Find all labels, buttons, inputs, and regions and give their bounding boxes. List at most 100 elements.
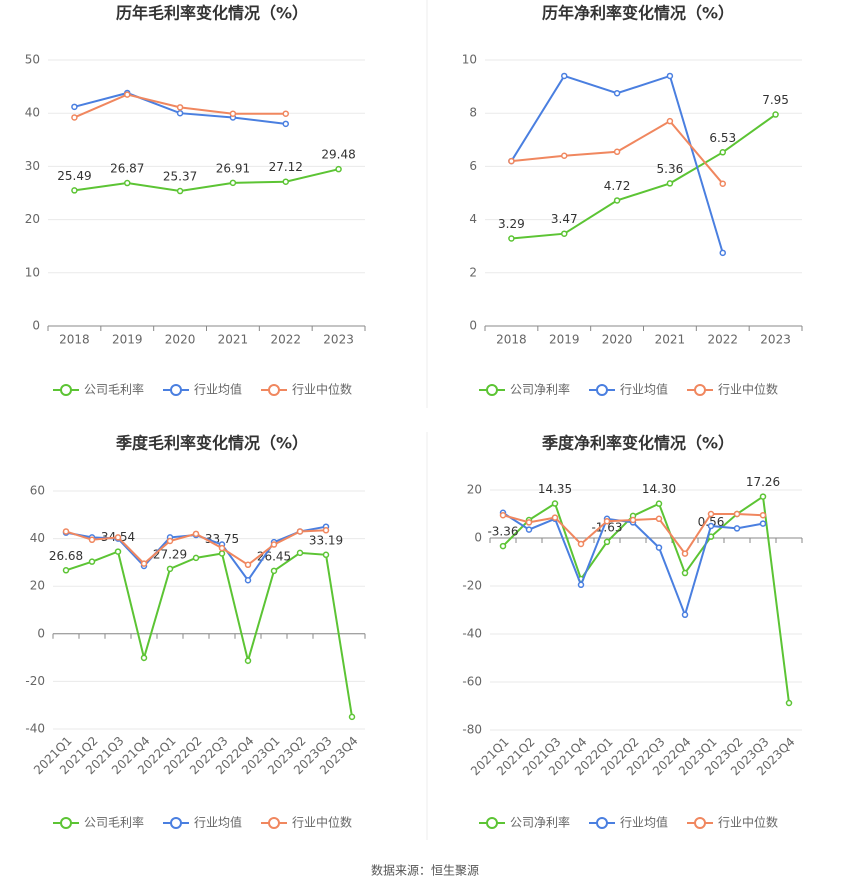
legend-label: 行业中位数 xyxy=(292,815,352,830)
data-label: 26.91 xyxy=(216,161,250,175)
series-line xyxy=(74,168,339,193)
y-tick-label: 8 xyxy=(469,106,477,120)
legend-label: 公司毛利率 xyxy=(84,382,144,397)
data-point xyxy=(71,103,78,111)
data-point xyxy=(759,511,767,519)
data-point xyxy=(114,534,122,541)
data-label: 27.29 xyxy=(153,547,187,561)
data-point xyxy=(525,519,533,526)
data-point xyxy=(140,654,148,662)
data-label: 33.19 xyxy=(309,533,343,547)
legend-item: 行业均值 xyxy=(589,382,668,397)
data-point xyxy=(613,90,621,97)
data-point xyxy=(613,197,621,204)
data-point xyxy=(508,157,515,165)
data-point xyxy=(499,511,507,519)
data-point xyxy=(124,91,131,98)
legend-label: 行业均值 xyxy=(620,815,668,830)
data-point xyxy=(785,699,793,707)
data-point xyxy=(88,558,96,565)
data-point xyxy=(192,554,200,562)
data-point xyxy=(655,500,663,507)
data-point xyxy=(655,515,663,523)
legend-marker xyxy=(486,817,498,829)
data-point xyxy=(525,526,533,533)
data-point xyxy=(759,493,767,500)
data-point xyxy=(322,527,330,534)
data-point xyxy=(114,548,122,555)
data-label: 17.26 xyxy=(746,475,780,489)
data-label: 26.45 xyxy=(257,549,291,563)
y-tick-label: 6 xyxy=(469,159,477,173)
data-point xyxy=(603,517,611,525)
data-label: 14.35 xyxy=(538,482,572,496)
x-tick-label: 2023 xyxy=(760,333,791,347)
legend-item: 公司毛利率 xyxy=(53,815,144,830)
data-label: 7.95 xyxy=(762,93,789,107)
x-tick-label: 2018 xyxy=(59,333,90,347)
legend-item: 行业均值 xyxy=(163,382,242,397)
legend-marker xyxy=(268,817,280,829)
data-label: 4.72 xyxy=(604,179,631,193)
legend-item: 行业中位数 xyxy=(261,382,352,397)
legend-item: 行业中位数 xyxy=(687,382,778,397)
chart-title: 季度净利率变化情况（%） xyxy=(541,434,734,453)
data-point xyxy=(561,72,568,80)
legend-marker xyxy=(596,817,608,829)
data-point xyxy=(759,520,767,527)
data-point xyxy=(322,551,330,559)
data-point xyxy=(282,120,289,128)
chart-title: 季度毛利率变化情况（%） xyxy=(115,434,308,453)
data-label: 27.12 xyxy=(269,160,303,174)
x-tick-label: 2020 xyxy=(165,333,196,347)
y-tick-label: -80 xyxy=(462,723,482,737)
data-point xyxy=(681,569,689,577)
legend-marker xyxy=(486,384,498,396)
data-point xyxy=(176,187,184,195)
y-tick-label: -20 xyxy=(462,579,482,593)
legend-label: 行业均值 xyxy=(194,815,242,830)
data-point xyxy=(551,514,559,521)
data-point xyxy=(218,550,226,557)
data-point xyxy=(577,581,585,589)
data-point xyxy=(719,180,726,187)
legend-marker xyxy=(60,384,72,396)
x-tick-label: 2022 xyxy=(270,333,301,347)
data-point xyxy=(62,528,70,535)
data-point xyxy=(733,525,741,532)
legend-label: 行业均值 xyxy=(194,382,242,397)
data-point xyxy=(270,541,278,548)
data-point xyxy=(270,567,278,575)
x-tick-label: 2021 xyxy=(655,333,686,347)
data-label: 25.37 xyxy=(163,170,197,184)
legend-marker xyxy=(170,817,182,829)
legend-marker xyxy=(694,384,706,396)
x-tick-label: 2020 xyxy=(602,333,633,347)
y-tick-label: 20 xyxy=(25,212,40,226)
x-tick-label: 2022 xyxy=(707,333,738,347)
data-label: -3.36 xyxy=(487,525,518,539)
y-tick-label: 0 xyxy=(37,626,45,640)
data-point xyxy=(666,117,674,125)
chart-title: 历年毛利率变化情况（%） xyxy=(116,4,308,23)
legend-item: 行业均值 xyxy=(163,815,242,830)
data-point xyxy=(577,540,585,548)
y-tick-label: -60 xyxy=(462,675,482,689)
legend-label: 行业均值 xyxy=(620,382,668,397)
legend-label: 公司毛利率 xyxy=(84,815,144,830)
data-point xyxy=(772,111,779,118)
y-tick-label: 4 xyxy=(469,212,477,226)
data-label: 26.68 xyxy=(49,549,83,563)
data-point xyxy=(348,713,356,721)
y-tick-label: 10 xyxy=(25,265,40,279)
chart-title: 历年净利率变化情况（%） xyxy=(542,4,734,23)
data-point xyxy=(282,110,289,117)
source-note: 数据来源：恒生聚源 xyxy=(371,863,479,878)
legend-marker xyxy=(596,384,608,396)
data-point xyxy=(140,560,148,567)
data-point xyxy=(124,179,131,187)
data-point xyxy=(244,657,252,664)
y-tick-label: 40 xyxy=(30,531,45,545)
legend-item: 行业中位数 xyxy=(261,815,352,830)
legend-label: 行业中位数 xyxy=(292,382,352,397)
